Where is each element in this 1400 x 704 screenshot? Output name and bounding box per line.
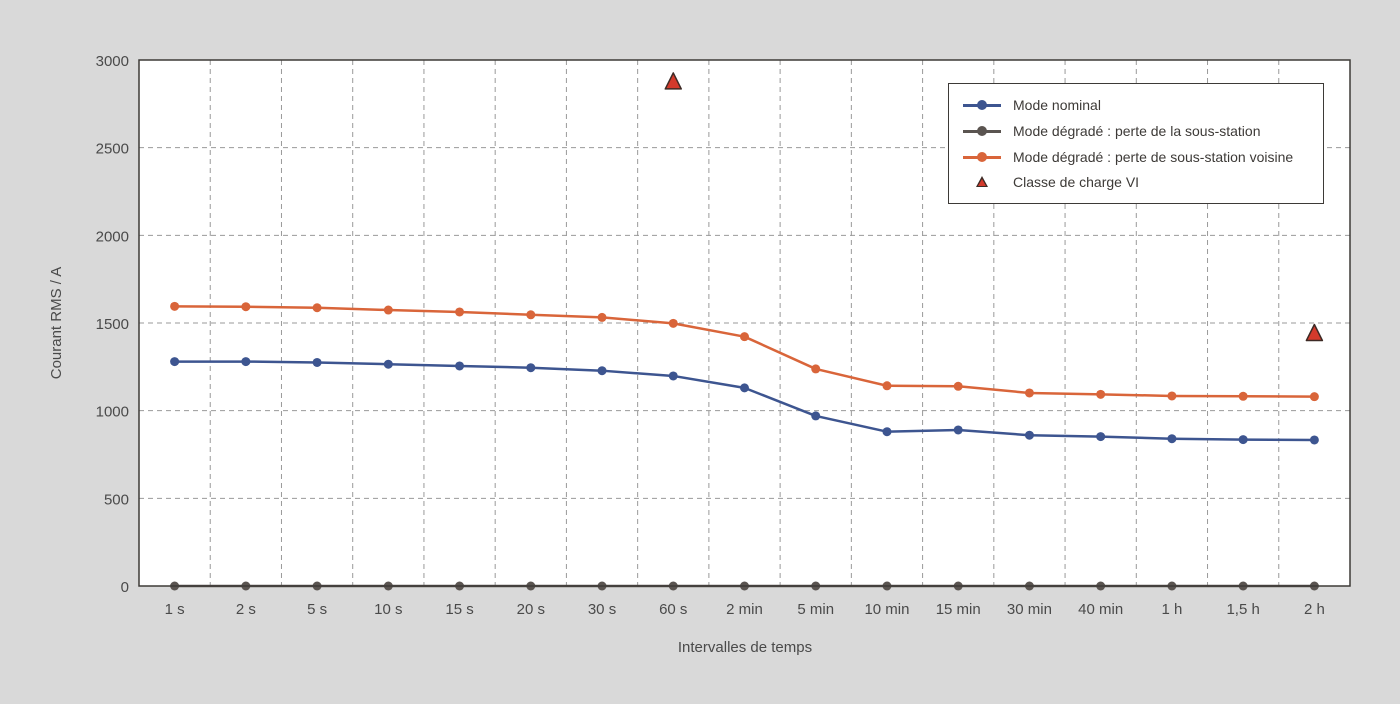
data-point xyxy=(1238,391,1248,401)
x-tick-label: 10 s xyxy=(374,601,402,618)
data-point xyxy=(597,312,607,322)
data-point xyxy=(1167,434,1177,444)
data-point xyxy=(668,318,678,328)
legend-item-perte-voisine: Mode dégradé : perte de sous-station voi… xyxy=(963,147,1293,167)
y-axis-title: Courant RMS / A xyxy=(48,267,65,380)
data-point xyxy=(953,381,963,391)
data-point xyxy=(882,381,892,391)
legend-label: Mode dégradé : perte de sous-station voi… xyxy=(1013,149,1294,165)
line-marker-icon xyxy=(963,121,1001,141)
data-point xyxy=(953,425,963,435)
data-point xyxy=(526,363,536,373)
data-point xyxy=(312,303,322,313)
data-point xyxy=(455,361,465,371)
triangle-marker xyxy=(1305,323,1324,342)
data-point xyxy=(1024,388,1034,398)
legend-label: Classe de charge VI xyxy=(1013,174,1140,190)
data-point xyxy=(740,383,749,393)
x-tick-label: 20 s xyxy=(517,601,545,618)
data-point xyxy=(1309,435,1319,445)
data-point xyxy=(170,301,180,311)
x-tick-label: 15 min xyxy=(936,601,981,618)
data-point xyxy=(1309,392,1319,402)
y-tick-label: 1000 xyxy=(96,404,129,421)
x-axis-title: Intervalles de temps xyxy=(678,639,812,656)
y-tick-label: 2500 xyxy=(96,141,129,158)
data-point xyxy=(811,364,821,374)
y-tick-label: 500 xyxy=(104,491,129,508)
data-point xyxy=(312,357,322,367)
data-point xyxy=(1167,391,1177,401)
x-tick-label: 1,5 h xyxy=(1226,601,1259,618)
y-tick-label: 2000 xyxy=(96,228,129,245)
data-point xyxy=(1024,430,1034,440)
data-point xyxy=(526,310,536,320)
y-tick-label: 1500 xyxy=(96,316,129,333)
x-axis-ticks: 1 s 2 s 5 s 10 s 15 s 20 s 30 s 60 s 2 min 5 min 1… xyxy=(165,601,1325,618)
data-point xyxy=(811,411,821,421)
x-tick-label: 2 s xyxy=(236,601,256,618)
data-point xyxy=(241,357,251,367)
data-point xyxy=(241,302,251,312)
legend-label: Mode nominal xyxy=(1013,97,1101,113)
line-marker-icon xyxy=(963,95,1001,115)
data-point xyxy=(1238,435,1248,445)
legend-item-classe-charge: Classe de charge VI xyxy=(963,172,1139,192)
data-point xyxy=(668,371,678,381)
y-tick-label: 0 xyxy=(121,579,129,596)
x-tick-label: 30 min xyxy=(1007,601,1052,618)
data-point xyxy=(455,307,465,317)
legend-label: Mode dégradé : perte de la sous-station xyxy=(1013,123,1261,139)
triangle-marker-icon xyxy=(963,172,1001,192)
plot-border xyxy=(138,59,1351,587)
x-tick-label: 30 s xyxy=(588,601,616,618)
data-point xyxy=(740,332,749,342)
line-marker-icon xyxy=(963,147,1001,167)
x-tick-label: 1 s xyxy=(165,601,185,618)
data-point xyxy=(383,305,393,315)
legend-item-perte-sous-station: Mode dégradé : perte de la sous-station xyxy=(963,121,1261,141)
x-tick-label: 2 min xyxy=(726,601,763,618)
x-tick-label: 10 min xyxy=(864,601,909,618)
y-axis-ticks: 0 500 1000 1500 2000 2500 3000 xyxy=(96,53,129,596)
data-point xyxy=(1096,432,1106,442)
x-tick-label: 5 min xyxy=(797,601,834,618)
x-tick-label: 1 h xyxy=(1161,601,1182,618)
x-tick-label: 15 s xyxy=(445,601,473,618)
x-tick-label: 40 min xyxy=(1078,601,1123,618)
legend: Mode nominal Mode dégradé : perte de la … xyxy=(948,83,1324,204)
triangle-marker xyxy=(664,72,683,90)
data-point xyxy=(597,366,607,376)
data-point xyxy=(882,427,892,437)
x-tick-label: 2 h xyxy=(1304,601,1325,618)
y-tick-label: 3000 xyxy=(96,53,129,70)
data-point xyxy=(383,359,393,369)
x-tick-label: 60 s xyxy=(659,601,687,618)
x-tick-label: 5 s xyxy=(307,601,327,618)
legend-item-nominal: Mode nominal xyxy=(963,95,1101,115)
data-point xyxy=(1096,389,1106,399)
gridlines xyxy=(139,60,1350,586)
data-point xyxy=(170,357,180,367)
